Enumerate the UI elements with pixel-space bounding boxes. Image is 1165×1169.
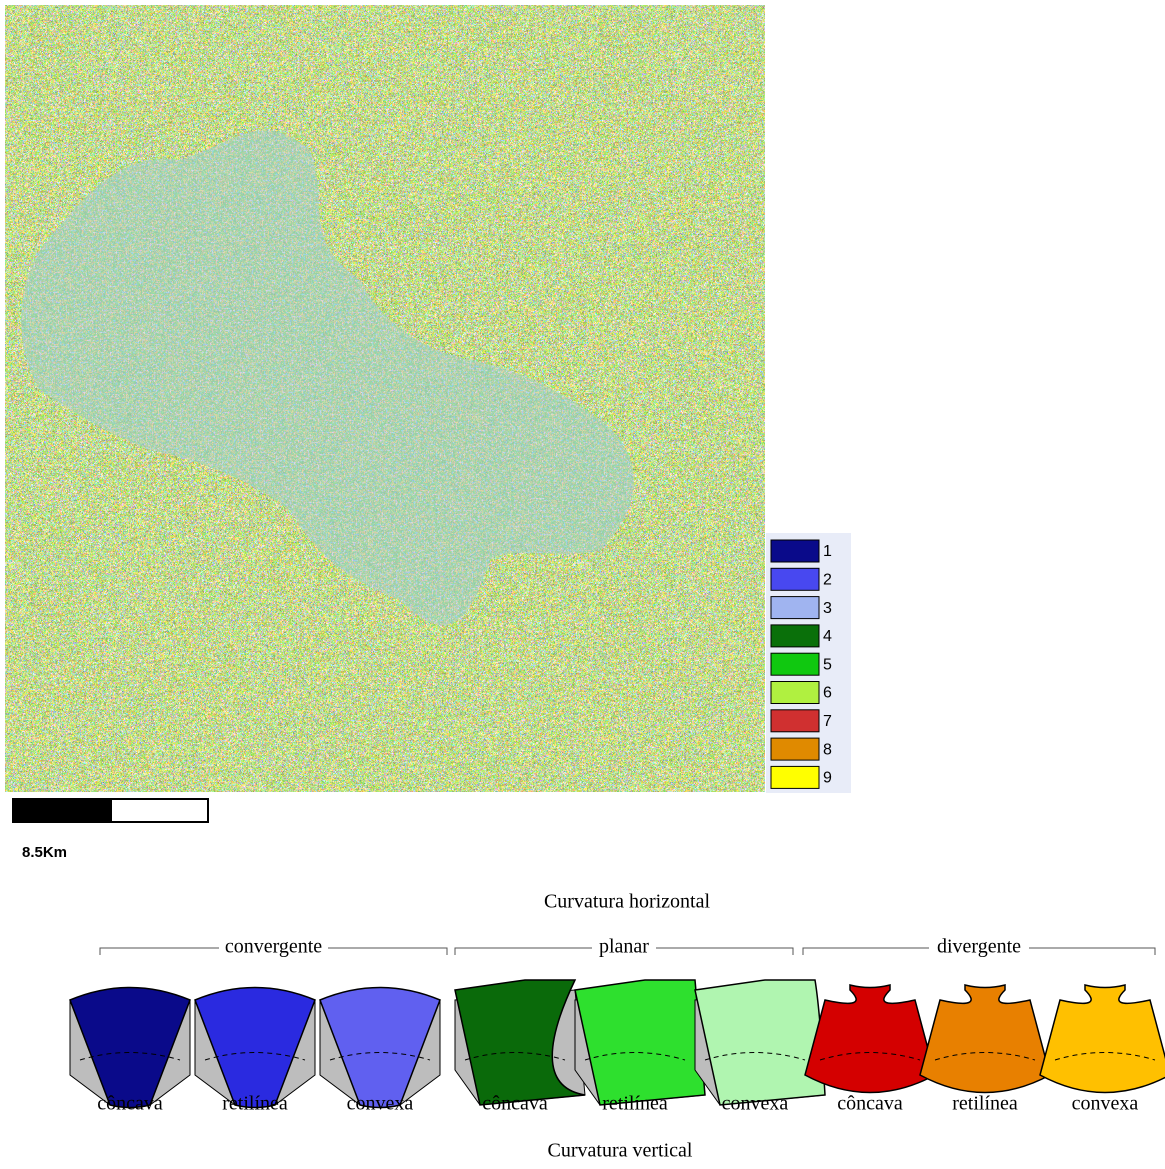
group-label: planar <box>599 936 649 958</box>
legend-swatch <box>771 625 819 647</box>
block-label: convexa <box>1072 1093 1139 1115</box>
legend-label: 5 <box>823 656 832 673</box>
legend-label: 4 <box>823 628 832 645</box>
block-shape <box>920 985 1050 1093</box>
block-label: convexa <box>347 1093 414 1115</box>
block-label: retilínea <box>222 1093 288 1115</box>
legend-swatch <box>771 682 819 704</box>
legend-swatch <box>771 710 819 732</box>
legend-label: 9 <box>823 770 832 787</box>
scale-label: 8.5Km <box>22 844 67 861</box>
legend-swatch <box>771 653 819 675</box>
diagram-title: Curvatura horizontal <box>544 891 710 913</box>
legend-swatch <box>771 766 819 788</box>
legend-swatch <box>771 597 819 619</box>
block-shape <box>70 988 190 1108</box>
block-label: retilínea <box>952 1093 1018 1115</box>
legend-swatch <box>771 540 819 562</box>
legend-label: 6 <box>823 685 832 702</box>
block-shape <box>805 985 935 1093</box>
block-label: côncava <box>97 1093 163 1115</box>
block-shape <box>320 988 440 1108</box>
block-shape <box>1040 985 1165 1093</box>
block-label: côncava <box>482 1093 548 1115</box>
group-label: convergente <box>225 936 322 958</box>
block-label: retilínea <box>602 1093 668 1115</box>
legend-label: 2 <box>823 572 832 589</box>
legend-label: 3 <box>823 600 832 617</box>
legend-label: 1 <box>823 543 832 560</box>
block-shape <box>195 988 315 1108</box>
legend-label: 7 <box>823 713 832 730</box>
legend-swatch <box>771 738 819 760</box>
legend-label: 8 <box>823 741 832 758</box>
scale-bar-segment <box>13 799 112 822</box>
block-label: côncava <box>837 1093 903 1115</box>
group-label: divergente <box>937 936 1021 958</box>
legend-swatch <box>771 568 819 590</box>
diagram-subtitle: Curvatura vertical <box>548 1140 693 1162</box>
figure: 1 2 3 4 5 6 7 8 9 8.5Km Curvatura horizontal Cur… <box>0 0 1165 1164</box>
block-label: convexa <box>722 1093 789 1115</box>
